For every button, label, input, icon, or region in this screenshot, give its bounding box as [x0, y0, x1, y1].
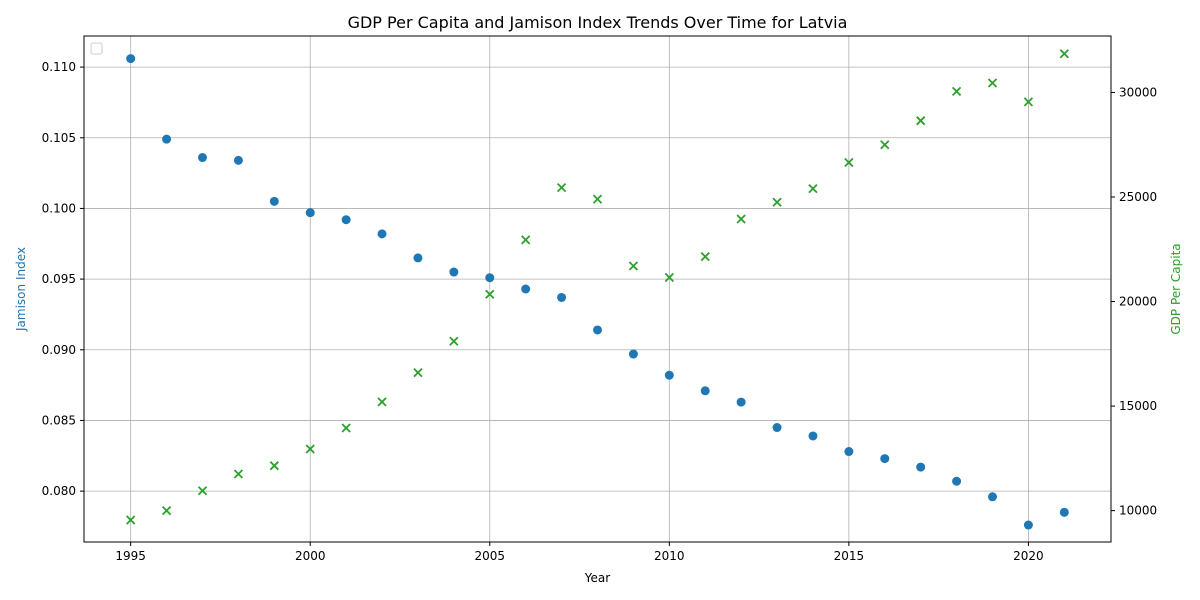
gdp-per-capita-point: [592, 194, 603, 204]
gdp-per-capita-point: [521, 235, 531, 245]
right-tick-label: 25000: [1119, 190, 1157, 204]
plot-frame: [83, 35, 1112, 543]
jamison-index-point: [485, 273, 495, 283]
gdp-per-capita-point: [449, 336, 459, 346]
x-tick-label: 2005: [474, 549, 505, 563]
left-tick-label: 0.105: [42, 131, 76, 145]
gdp-per-capita-point: [485, 289, 495, 299]
gdp-per-capita-point: [341, 423, 351, 433]
jamison-index-point: [305, 208, 315, 218]
right-tick-label: 30000: [1119, 85, 1157, 99]
jamison-index-point: [808, 431, 818, 441]
jamison-index-point: [126, 54, 136, 64]
gdp-per-capita-point: [951, 86, 962, 97]
left-tick-label: 0.080: [42, 484, 76, 498]
gdp-per-capita-point: [556, 182, 567, 193]
gdp-per-capita-point: [664, 272, 674, 283]
gdp-per-capita-point: [808, 183, 818, 194]
x-tick-label: 1995: [115, 549, 146, 563]
left-tick-label: 0.095: [42, 272, 76, 286]
gdp-per-capita-point: [987, 78, 998, 88]
jamison-index-point: [736, 397, 746, 407]
gdp-per-capita-point: [197, 486, 208, 496]
gdp-per-capita-point: [628, 261, 639, 271]
gdp-per-capita-point: [1059, 49, 1069, 59]
gdp-per-capita-point: [126, 515, 136, 525]
chart-title: GDP Per Capita and Jamison Index Trends …: [348, 13, 848, 32]
x-tick-label: 2010: [654, 549, 685, 563]
jamison-index-point: [952, 476, 962, 486]
jamison-index-point: [916, 462, 926, 472]
gdp-per-capita-point: [844, 157, 854, 168]
gdp-per-capita-point: [916, 116, 926, 126]
jamison-index-point: [628, 349, 638, 359]
left-tick-label: 0.085: [42, 413, 76, 427]
jamison-index-point: [269, 196, 279, 206]
gdp-per-capita-point: [377, 397, 387, 407]
jamison-index-point: [521, 284, 531, 294]
jamison-index-point: [1059, 507, 1069, 517]
jamison-index-point: [988, 492, 997, 502]
jamison-index-point: [377, 229, 387, 239]
jamison-index-point: [233, 155, 243, 165]
gdp-per-capita-point: [700, 251, 710, 262]
gdp-per-capita-point: [161, 505, 172, 516]
jamison-index-point: [449, 267, 459, 277]
jamison-index-point: [844, 447, 854, 457]
gdp-per-capita-point: [413, 367, 423, 378]
gdp-per-capita-point: [305, 444, 315, 454]
x-tick-label: 2015: [834, 549, 865, 563]
jamison-index-point: [880, 454, 890, 464]
jamison-index-point: [1023, 520, 1033, 530]
gdp-per-capita-point: [1023, 97, 1034, 107]
jamison-index-point: [162, 134, 172, 144]
x-axis-title: Year: [584, 571, 610, 585]
left-axis-title: Jamison Index: [14, 247, 28, 332]
axes-layer: 1995 2000 2005 2010 2015 2020 0.080 0.085 0.090 0…: [42, 35, 1157, 563]
right-tick-label: 10000: [1119, 504, 1157, 518]
gdp-per-capita-point: [233, 469, 244, 479]
right-axis-title: GDP Per Capita: [1169, 243, 1183, 334]
x-tick-label: 2000: [295, 549, 326, 563]
jamison-index-point: [700, 386, 710, 396]
x-tick-label: 2020: [1013, 549, 1044, 563]
right-tick-label: 15000: [1119, 399, 1157, 413]
legend-box: [90, 42, 103, 55]
left-tick-label: 0.110: [42, 60, 76, 74]
right-tick-label: 20000: [1119, 295, 1157, 309]
grid-layer: [84, 36, 1111, 542]
jamison-index-point: [341, 215, 351, 225]
jamison-index-point: [593, 325, 602, 335]
gdp-per-capita-point: [880, 140, 890, 150]
gdp-per-capita-point: [269, 461, 279, 471]
jamison-index-point: [664, 370, 674, 380]
jamison-index-point: [198, 153, 207, 163]
jamison-index-point: [413, 253, 423, 263]
jamison-index-point: [557, 292, 567, 302]
left-tick-label: 0.100: [42, 201, 76, 215]
jamison-index-point: [772, 423, 782, 433]
gdp-per-capita-point: [736, 214, 746, 224]
gdp-per-capita-point: [772, 197, 782, 207]
marks-layer: [126, 49, 1069, 530]
left-tick-label: 0.090: [42, 343, 76, 357]
